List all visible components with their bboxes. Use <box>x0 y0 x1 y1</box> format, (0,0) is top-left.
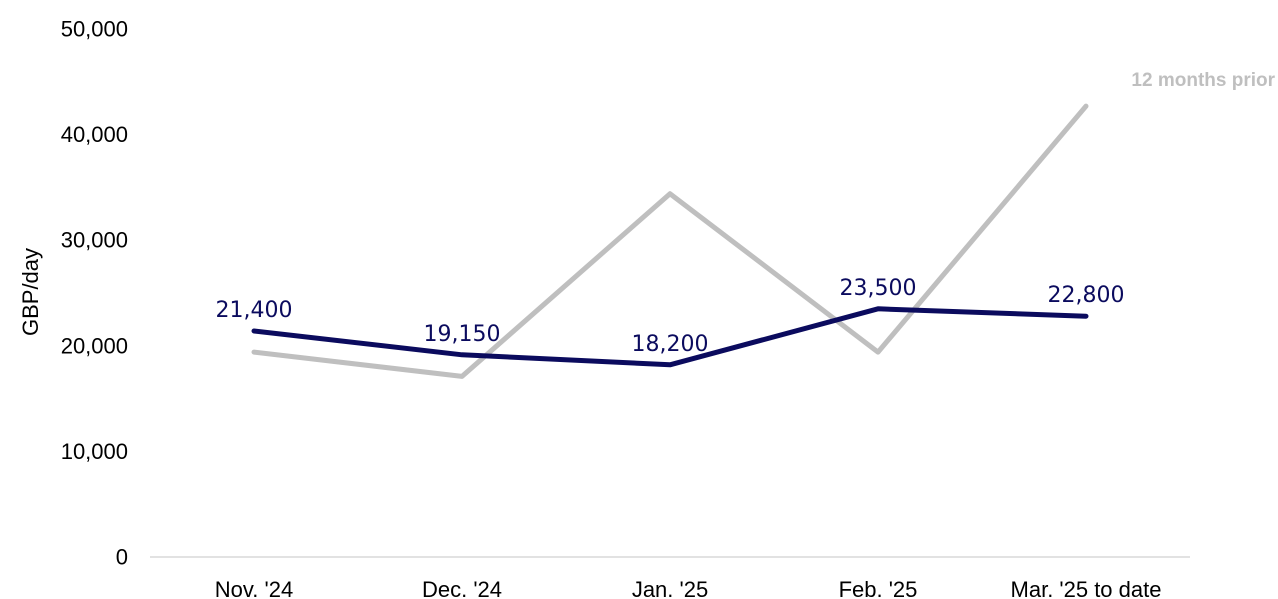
y-tick-label: 30,000 <box>61 228 128 253</box>
x-tick-label: Dec. '24 <box>422 577 502 599</box>
series-layer <box>251 103 1089 379</box>
y-axis-title: GBP/day <box>18 248 43 336</box>
x-tick-label: Nov. '24 <box>215 577 293 599</box>
x-tick-labels: Nov. '24 Dec. '24 Jan. '25 Feb. '25 Mar. '25… <box>215 577 1162 599</box>
data-label: 23,500 <box>840 276 917 301</box>
y-tick-label: 50,000 <box>61 17 128 42</box>
data-labels: 21,400 19,150 18,200 23,500 22,800 <box>216 276 1125 357</box>
x-tick-label: Jan. '25 <box>632 577 708 599</box>
data-label: 19,150 <box>424 322 501 347</box>
data-label: 18,200 <box>632 332 709 357</box>
y-tick-label: 40,000 <box>61 122 128 147</box>
y-tick-label: 0 <box>116 545 128 570</box>
series-line-12-months-prior <box>251 103 1089 379</box>
series-label-12-months-prior: 12 months prior <box>1131 70 1275 91</box>
x-tick-label: Feb. '25 <box>839 577 918 599</box>
y-axis: GBP/day 0 10,000 20,000 30,000 40,000 50,000 <box>18 17 128 570</box>
data-label: 22,800 <box>1048 283 1125 308</box>
series-line-current <box>251 306 1089 368</box>
y-tick-labels: 0 10,000 20,000 30,000 40,000 50,000 <box>61 17 128 570</box>
data-label: 21,400 <box>216 298 293 323</box>
y-tick-label: 10,000 <box>61 439 128 464</box>
y-tick-label: 20,000 <box>61 333 128 358</box>
x-tick-label: Mar. '25 to date <box>1011 577 1162 599</box>
